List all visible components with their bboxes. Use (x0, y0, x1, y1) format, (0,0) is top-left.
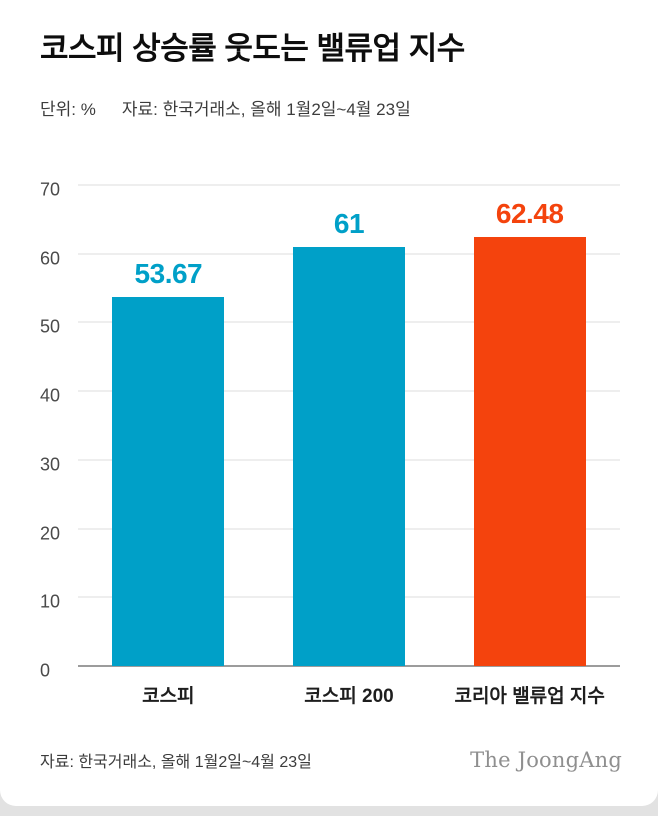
unit-label: 단위: % (40, 100, 96, 119)
source-label: 자료: 한국거래소, 올해 1월2일~4월 23일 (121, 100, 411, 119)
plot-area: 0 10 20 30 40 50 60 70 53.67 코스피 61 코스피 200 62.48 코리… (40, 181, 620, 707)
chart-subtitle: 단위: % 자료: 한국거래소, 올해 1월2일~4월 23일 (40, 95, 628, 120)
bar (293, 246, 406, 666)
bar-group: 62.48 코리아 밸류업 지수 (439, 185, 620, 707)
bar-value-label: 62.48 (495, 197, 564, 229)
x-axis-label: 코스피 (142, 686, 195, 707)
bar-group: 61 코스피 200 (259, 185, 440, 707)
y-tick-label: 30 (40, 454, 61, 475)
y-tick-label: 10 (40, 591, 61, 612)
bar-value-label: 53.67 (134, 258, 203, 290)
y-tick-label: 0 (40, 660, 51, 681)
footer-source: 자료: 한국거래소, 올해 1월2일~4월 23일 (40, 754, 312, 771)
x-axis-baseline (78, 665, 620, 667)
y-tick-label: 20 (40, 523, 61, 544)
chart-title: 코스피 상승률 웃도는 밸류업 지수 (40, 31, 465, 66)
y-tick-label: 70 (40, 179, 61, 200)
bar (112, 297, 225, 666)
bar-group: 53.67 코스피 (78, 185, 259, 707)
x-axis-label: 코스피 200 (304, 686, 394, 707)
y-tick-label: 60 (40, 248, 61, 269)
bar-value-label: 61 (333, 207, 365, 239)
bars-area: 53.67 코스피 61 코스피 200 62.48 코리아 밸류업 지수 (78, 185, 620, 707)
footer: 자료: 한국거래소, 올해 1월2일~4월 23일 The JoongAng (40, 748, 622, 772)
joongang-logo: The JoongAng (470, 748, 622, 772)
gridline (78, 184, 620, 186)
y-tick-label: 50 (40, 316, 61, 337)
y-tick-label: 40 (40, 385, 61, 406)
x-axis-label: 코리아 밸류업 지수 (454, 686, 605, 707)
bar (473, 236, 586, 666)
